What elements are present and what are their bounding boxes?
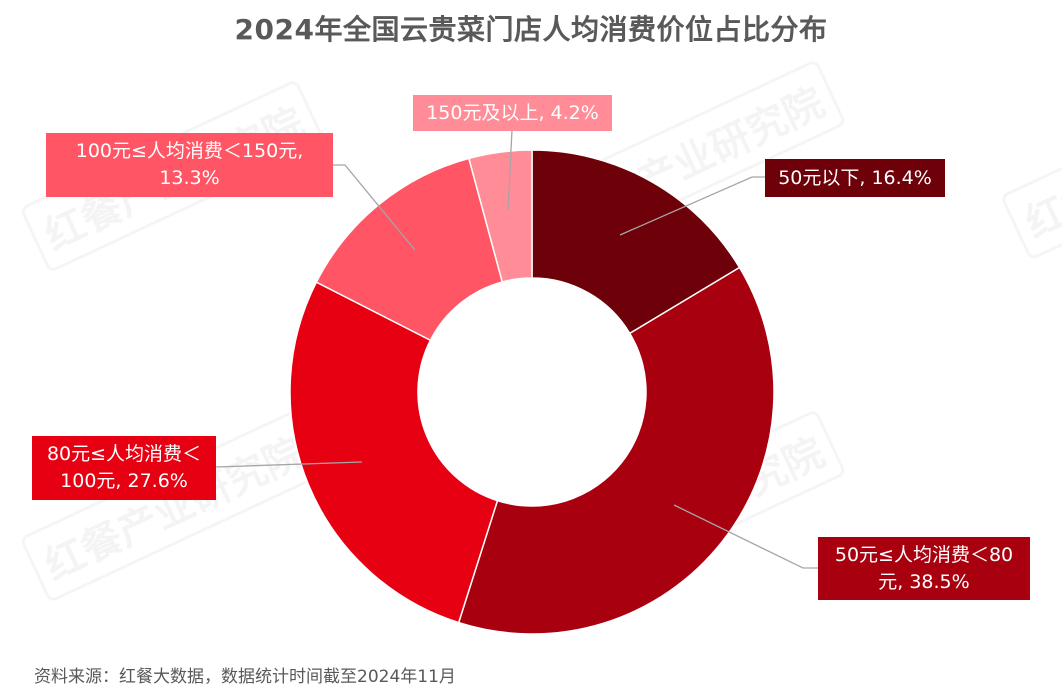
leader-line <box>619 176 765 236</box>
chart-title: 2024年全国云贵菜门店人均消费价位占比分布 <box>234 13 828 46</box>
data-label-slice-2: 80元≤人均消费＜ 100元, 27.6% <box>32 436 216 500</box>
data-label-slice-1: 50元≤人均消费＜80 元, 38.5% <box>818 537 1030 600</box>
leader-line <box>215 461 363 468</box>
data-label-slice-0: 50元以下, 16.4% <box>765 159 945 197</box>
donut-slice-3 <box>315 157 504 342</box>
donut-slice-0 <box>531 149 741 335</box>
leader-line <box>333 164 416 251</box>
source-note: 资料来源：红餐大数据，数据统计时间截至2024年11月 <box>34 667 456 687</box>
data-label-slice-4: 150元及以上, 4.2% <box>413 95 612 131</box>
data-label-slice-3: 100元≤人均消费＜150元, 13.3% <box>46 133 333 197</box>
donut-slice-1 <box>457 266 775 635</box>
donut-slice-2 <box>289 281 499 624</box>
leader-line <box>673 504 818 569</box>
donut-slice-4 <box>467 149 533 283</box>
leader-line <box>507 129 513 211</box>
